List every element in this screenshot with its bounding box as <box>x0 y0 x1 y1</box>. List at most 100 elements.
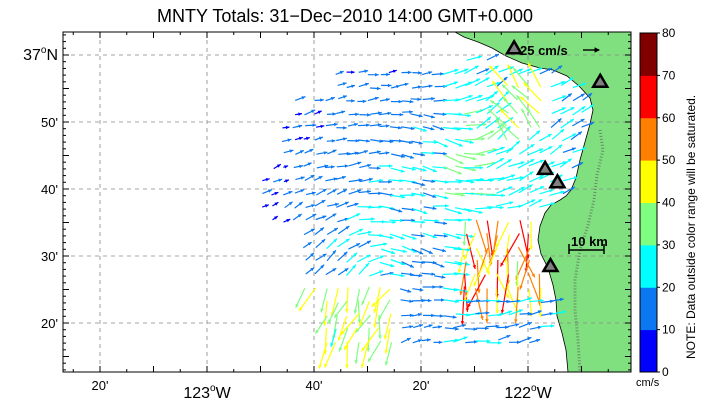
current-vector <box>455 153 477 161</box>
current-vector <box>336 126 347 130</box>
current-vector <box>347 151 359 156</box>
current-vector <box>529 174 544 183</box>
current-vector <box>283 149 294 154</box>
current-vector <box>411 140 423 145</box>
current-vector <box>361 339 370 369</box>
current-vector <box>488 65 509 87</box>
current-vector <box>464 65 479 75</box>
current-vector <box>463 232 476 261</box>
current-vector <box>272 215 279 221</box>
current-vector <box>501 83 518 101</box>
current-vector <box>455 179 475 184</box>
current-vector <box>539 67 553 75</box>
current-vector <box>506 140 521 154</box>
scale-bar-label: 10 km <box>571 234 608 249</box>
current-vector <box>486 157 505 169</box>
current-vector <box>314 110 322 115</box>
current-vector <box>444 207 463 215</box>
current-vector <box>514 287 519 324</box>
current-vector <box>347 122 359 127</box>
current-vector <box>326 249 337 262</box>
current-vector <box>333 300 348 319</box>
current-vector <box>384 342 393 366</box>
current-vector <box>464 327 478 331</box>
colorbar-tick-label: 20 <box>662 280 676 294</box>
current-vector <box>444 299 459 304</box>
current-vector <box>551 128 565 140</box>
current-vector <box>345 287 349 313</box>
latitude-label: 40' <box>41 182 58 197</box>
current-vector <box>284 201 293 209</box>
current-vector <box>401 70 412 75</box>
current-vector <box>343 327 358 351</box>
current-vector <box>295 287 306 309</box>
current-vector <box>348 178 363 183</box>
current-vector <box>508 161 525 168</box>
current-vector <box>442 166 463 175</box>
current-vector <box>474 288 484 321</box>
current-vector <box>539 324 555 328</box>
current-vector <box>335 175 347 180</box>
current-vector <box>380 220 397 224</box>
current-vector <box>455 233 475 238</box>
current-vector <box>502 97 518 114</box>
current-vector <box>293 164 304 169</box>
current-vector <box>399 288 412 293</box>
current-vector <box>422 192 437 198</box>
current-vector <box>495 221 510 248</box>
current-vector <box>551 310 567 315</box>
current-vector <box>262 189 273 195</box>
current-vector <box>388 69 397 74</box>
current-vector <box>562 147 576 153</box>
current-vector <box>529 310 542 316</box>
current-vector <box>444 138 463 147</box>
current-vector <box>434 275 446 279</box>
current-vector <box>314 136 324 141</box>
colorbar-tick-label: 60 <box>662 111 676 125</box>
current-vector <box>304 174 315 182</box>
current-vector <box>497 310 513 317</box>
current-vector <box>454 68 469 75</box>
current-vector <box>519 259 531 290</box>
current-vector <box>508 309 523 316</box>
current-vector <box>314 315 328 335</box>
current-vector <box>314 199 326 207</box>
current-vector <box>271 191 279 196</box>
current-vector <box>434 298 445 302</box>
current-vector <box>367 73 379 77</box>
current-vector <box>423 206 437 210</box>
current-vector <box>421 151 436 155</box>
current-vector <box>383 313 392 340</box>
colorbar-tick-label: 0 <box>662 365 669 379</box>
current-vector <box>346 202 359 208</box>
current-vector <box>538 287 543 318</box>
current-vector <box>359 113 371 117</box>
current-vector <box>369 86 381 91</box>
current-vector <box>434 221 448 225</box>
current-vector <box>529 185 545 194</box>
current-vector <box>443 180 463 184</box>
current-vector <box>443 315 457 319</box>
current-vector <box>389 139 403 143</box>
current-vector <box>283 179 290 183</box>
current-vector <box>327 202 340 207</box>
current-vector <box>326 112 337 116</box>
coastline-land <box>454 32 631 372</box>
current-vector <box>460 286 465 325</box>
current-vector <box>581 121 595 128</box>
current-vector <box>336 137 347 142</box>
current-vector <box>272 201 279 207</box>
current-vector <box>571 161 584 169</box>
frame-ticks <box>63 32 631 372</box>
current-vector <box>380 248 396 255</box>
current-vector <box>318 342 328 369</box>
current-vector <box>324 165 335 169</box>
current-vector <box>411 192 426 197</box>
current-vector <box>368 255 385 263</box>
current-vector <box>326 188 337 196</box>
current-vector <box>421 272 436 276</box>
current-vector <box>325 122 338 127</box>
current-vector <box>453 127 474 131</box>
current-vector <box>495 118 508 140</box>
current-vector <box>336 164 349 168</box>
